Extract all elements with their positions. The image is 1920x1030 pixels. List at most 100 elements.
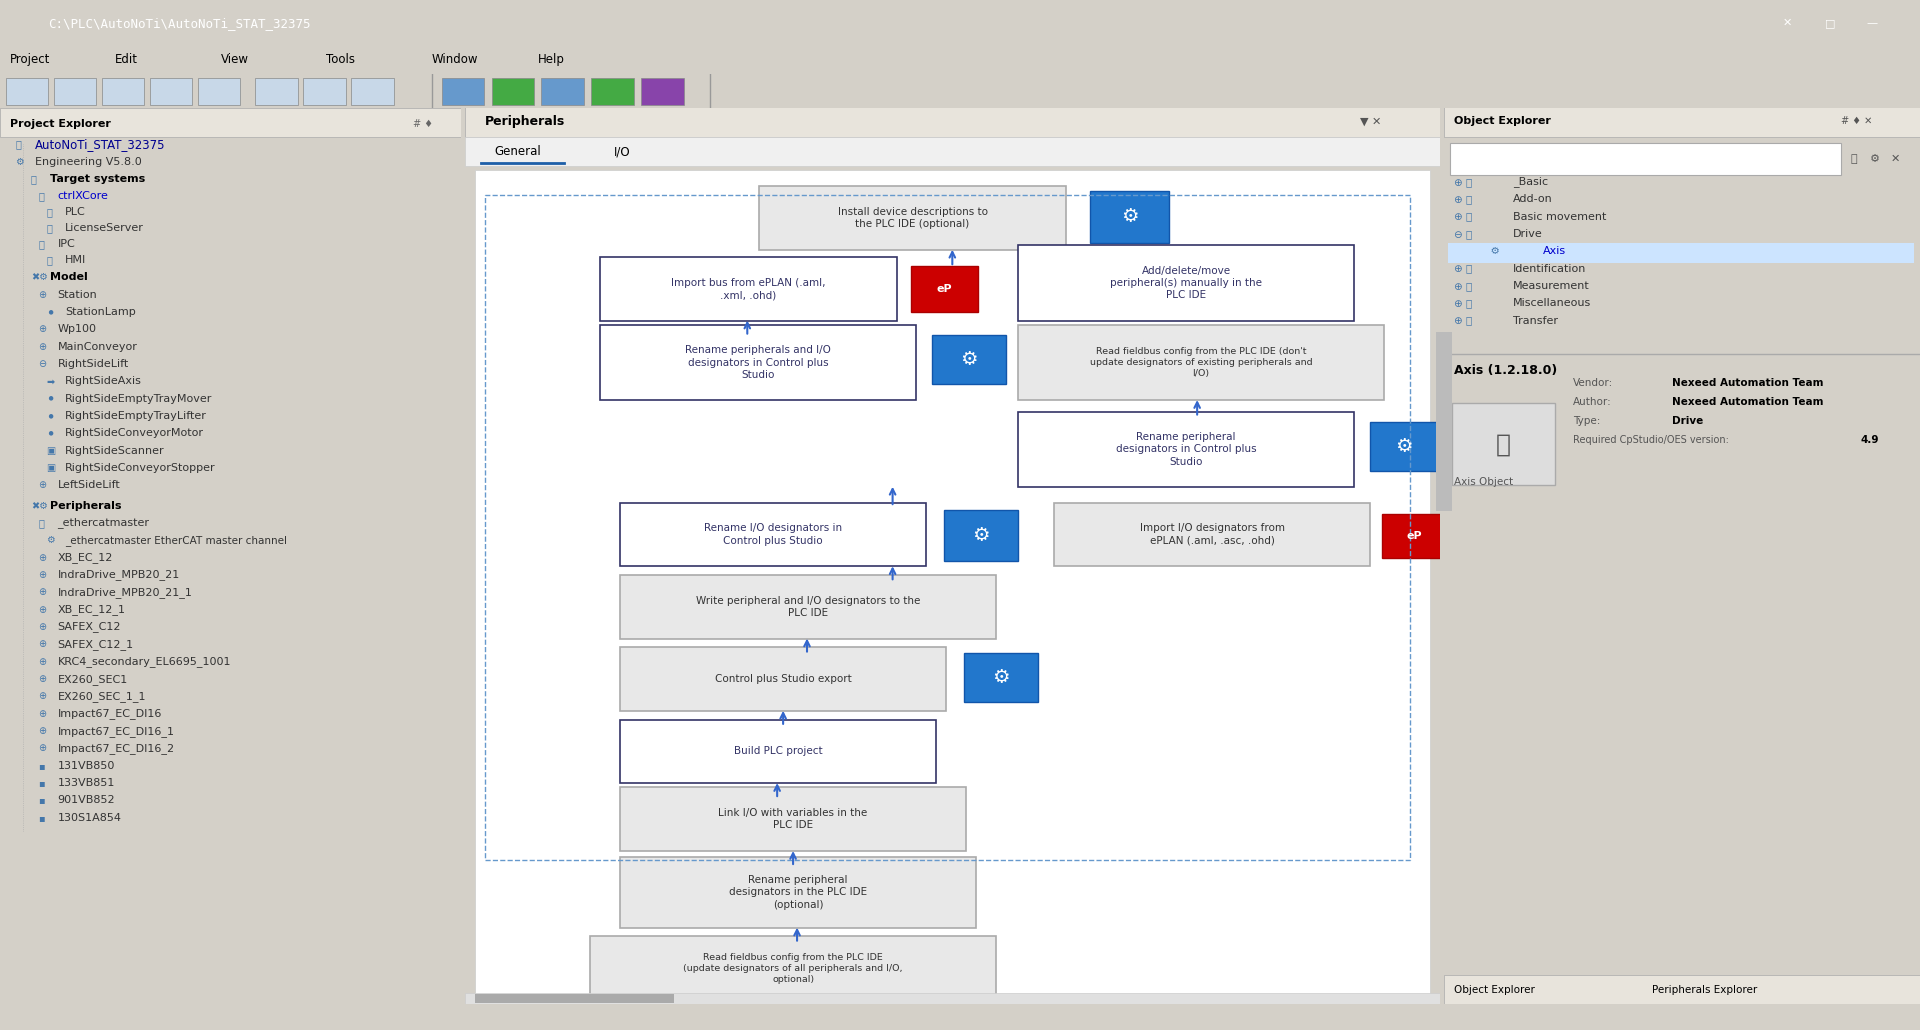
FancyBboxPatch shape <box>1444 975 1920 1004</box>
Text: RightSideAxis: RightSideAxis <box>65 376 142 386</box>
FancyBboxPatch shape <box>1382 514 1446 557</box>
Text: ⊕: ⊕ <box>38 744 46 753</box>
Text: Edit: Edit <box>115 54 138 66</box>
Text: Window: Window <box>432 54 478 66</box>
FancyBboxPatch shape <box>933 335 1006 384</box>
Text: eP: eP <box>937 284 952 294</box>
FancyBboxPatch shape <box>620 857 975 928</box>
Text: 🗂: 🗂 <box>15 139 21 149</box>
Text: ⊕: ⊕ <box>38 553 46 562</box>
FancyBboxPatch shape <box>1452 403 1555 485</box>
Text: 901VB852: 901VB852 <box>58 795 115 805</box>
Text: Install device descriptions to
the PLC IDE (optional): Install device descriptions to the PLC I… <box>837 207 987 230</box>
Text: ▪: ▪ <box>38 813 44 823</box>
Text: RightSideScanner: RightSideScanner <box>65 446 165 455</box>
Text: Import I/O designators from
ePLAN (.aml, .asc, .ohd): Import I/O designators from ePLAN (.aml,… <box>1140 523 1284 546</box>
FancyBboxPatch shape <box>0 108 461 137</box>
Text: eP: eP <box>1405 531 1423 541</box>
Text: Axis: Axis <box>1544 246 1567 256</box>
Text: ▣: ▣ <box>46 464 56 473</box>
Text: Transfer: Transfer <box>1513 315 1559 325</box>
FancyBboxPatch shape <box>150 77 192 105</box>
Text: ➡: ➡ <box>46 376 54 386</box>
FancyBboxPatch shape <box>351 77 394 105</box>
FancyBboxPatch shape <box>442 77 484 105</box>
Text: ▪: ▪ <box>38 761 44 770</box>
FancyBboxPatch shape <box>599 258 897 320</box>
Text: Axis (1.2.18.0): Axis (1.2.18.0) <box>1453 364 1557 377</box>
Text: IndraDrive_MPB20_21_1: IndraDrive_MPB20_21_1 <box>58 587 192 597</box>
FancyBboxPatch shape <box>641 77 684 105</box>
Text: Link I/O with variables in the
PLC IDE: Link I/O with variables in the PLC IDE <box>718 809 868 830</box>
Text: Nexeed Automation Team: Nexeed Automation Team <box>1672 378 1824 388</box>
Text: ⚙: ⚙ <box>1870 153 1880 164</box>
Text: ⚫: ⚫ <box>46 393 54 404</box>
Text: Axis Object: Axis Object <box>1453 477 1513 487</box>
Text: RightSideConveyorStopper: RightSideConveyorStopper <box>65 464 215 473</box>
FancyBboxPatch shape <box>474 994 674 1003</box>
Text: ⚫: ⚫ <box>46 428 54 439</box>
FancyBboxPatch shape <box>758 186 1066 250</box>
FancyBboxPatch shape <box>465 105 1440 137</box>
Text: ⚙: ⚙ <box>1396 437 1413 456</box>
Text: ⊕: ⊕ <box>38 324 46 335</box>
Text: I/O: I/O <box>614 145 630 158</box>
Text: ⚙: ⚙ <box>15 157 25 167</box>
FancyBboxPatch shape <box>1054 503 1371 566</box>
FancyBboxPatch shape <box>492 77 534 105</box>
Text: Object Explorer: Object Explorer <box>1453 985 1534 995</box>
Text: StationLamp: StationLamp <box>65 307 136 317</box>
Text: Drive: Drive <box>1672 416 1703 426</box>
Text: ⬛: ⬛ <box>31 174 36 184</box>
FancyBboxPatch shape <box>198 77 240 105</box>
Text: _ethercatmaster: _ethercatmaster <box>58 517 150 528</box>
Text: ⚫: ⚫ <box>46 411 54 421</box>
Text: ⊕ 📁: ⊕ 📁 <box>1453 177 1473 186</box>
FancyBboxPatch shape <box>541 77 584 105</box>
Text: 💾: 💾 <box>46 224 52 233</box>
Text: —: — <box>1866 19 1878 28</box>
Text: Help: Help <box>538 54 564 66</box>
Text: ⊕: ⊕ <box>38 709 46 719</box>
Text: ✖⚙: ✖⚙ <box>31 272 48 282</box>
FancyBboxPatch shape <box>1448 243 1914 263</box>
Text: ctrlXCore: ctrlXCore <box>58 192 108 201</box>
FancyBboxPatch shape <box>1450 143 1841 175</box>
Text: Vendor:: Vendor: <box>1572 378 1613 388</box>
Text: Wp100: Wp100 <box>58 324 96 335</box>
Text: ⊕: ⊕ <box>38 657 46 666</box>
Text: XB_EC_12_1: XB_EC_12_1 <box>58 605 125 615</box>
Text: 130S1A854: 130S1A854 <box>58 813 121 823</box>
Text: # ♦: # ♦ <box>413 119 432 129</box>
Text: ⊕ 📁: ⊕ 📁 <box>1453 281 1473 290</box>
Text: LeftSideLift: LeftSideLift <box>58 480 121 490</box>
Text: _ethercatmaster EtherCAT master channel: _ethercatmaster EtherCAT master channel <box>65 535 288 546</box>
Text: ⚫: ⚫ <box>46 307 54 317</box>
FancyBboxPatch shape <box>303 77 346 105</box>
Text: LicenseServer: LicenseServer <box>65 224 144 233</box>
Text: Rename peripherals and I/O
designators in Control plus
Studio: Rename peripherals and I/O designators i… <box>685 345 831 380</box>
Text: Miscellaneous: Miscellaneous <box>1513 299 1592 308</box>
Text: Object Explorer: Object Explorer <box>1453 116 1551 126</box>
Text: Measurement: Measurement <box>1513 281 1590 290</box>
FancyBboxPatch shape <box>54 77 96 105</box>
Text: KRC4_secondary_EL6695_1001: KRC4_secondary_EL6695_1001 <box>58 656 230 667</box>
Text: ✖⚙: ✖⚙ <box>31 501 48 511</box>
Text: RightSideEmptyTrayLifter: RightSideEmptyTrayLifter <box>65 411 207 421</box>
Text: ⊕: ⊕ <box>38 289 46 300</box>
Text: Tools: Tools <box>326 54 355 66</box>
Text: General: General <box>495 145 541 158</box>
FancyBboxPatch shape <box>620 720 937 783</box>
FancyBboxPatch shape <box>6 77 48 105</box>
Text: 4.9: 4.9 <box>1860 435 1880 445</box>
FancyBboxPatch shape <box>102 77 144 105</box>
FancyBboxPatch shape <box>465 137 1440 166</box>
Text: ⚙: ⚙ <box>46 536 56 545</box>
Text: Rename peripheral
designators in Control plus
Studio: Rename peripheral designators in Control… <box>1116 432 1256 467</box>
Text: Target systems: Target systems <box>50 174 146 184</box>
Text: SAFEX_C12: SAFEX_C12 <box>58 621 121 632</box>
FancyBboxPatch shape <box>1018 324 1384 400</box>
Text: ⊕ 📁: ⊕ 📁 <box>1453 195 1473 204</box>
Text: ⊖: ⊖ <box>38 359 46 369</box>
Text: Type:: Type: <box>1572 416 1599 426</box>
